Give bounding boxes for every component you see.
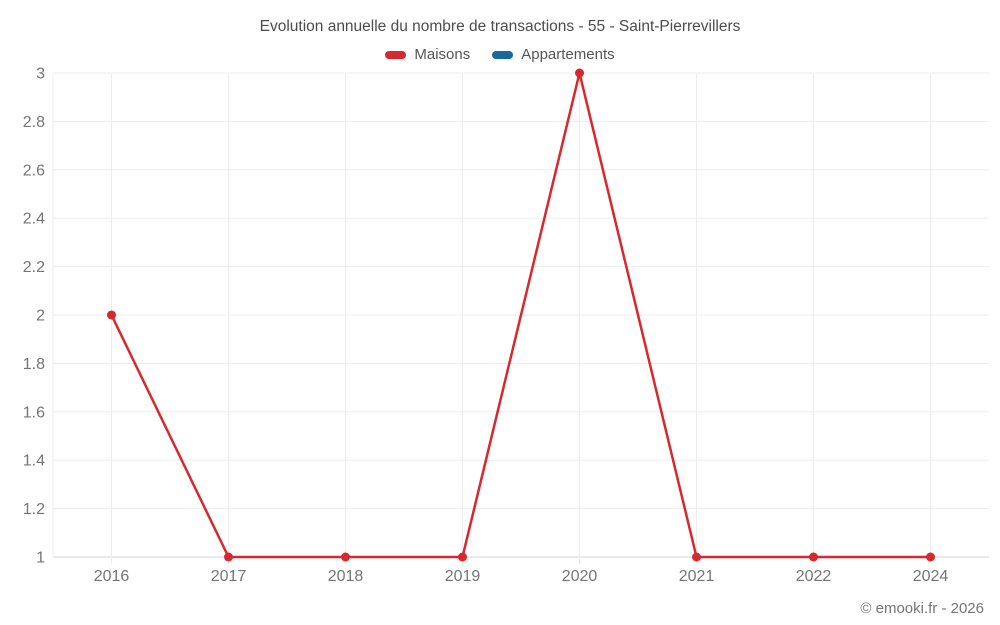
data-point[interactable] (692, 552, 701, 562)
x-tick-label: 2021 (679, 568, 715, 585)
legend-swatch-appartements (492, 50, 514, 59)
x-tick-label: 2024 (913, 568, 949, 585)
x-tick-label: 2016 (94, 568, 130, 585)
legend-item-appartements[interactable]: Appartements (492, 46, 615, 63)
data-point[interactable] (458, 552, 467, 562)
legend-item-maisons[interactable]: Maisons (385, 46, 470, 63)
x-tick-label: 2020 (562, 568, 598, 585)
y-tick-label: 3 (36, 66, 45, 83)
legend-label: Appartements (521, 46, 615, 63)
data-point[interactable] (224, 552, 233, 562)
y-tick-label: 2 (36, 308, 45, 325)
data-point[interactable] (107, 310, 116, 320)
y-tick-label: 2.6 (23, 162, 45, 179)
y-tick-label: 1.2 (23, 501, 45, 518)
y-tick-label: 1.8 (23, 356, 45, 373)
y-tick-label: 1.4 (23, 453, 45, 470)
y-tick-label: 2.8 (23, 114, 45, 131)
y-tick-label: 2.4 (23, 211, 45, 228)
data-point[interactable] (575, 68, 584, 78)
data-point[interactable] (809, 552, 818, 562)
copyright-text: © emooki.fr - 2026 (860, 600, 984, 617)
y-tick-label: 1.6 (23, 404, 45, 421)
legend-label: Maisons (414, 46, 471, 63)
series-line-maisons (110, 71, 932, 559)
x-tick-label: 2022 (796, 568, 832, 585)
y-tick-label: 1 (36, 550, 45, 567)
chart-title: Evolution annuelle du nombre de transact… (259, 18, 741, 35)
y-tick-label: 2.2 (23, 259, 45, 276)
x-tick-label: 2018 (328, 568, 364, 585)
legend-swatch-maisons (385, 50, 407, 59)
x-tick-label: 2019 (445, 568, 481, 585)
x-tick-label: 2017 (211, 568, 247, 585)
data-point[interactable] (926, 552, 935, 562)
data-point[interactable] (341, 552, 350, 562)
chart-legend: Maisons Appartements (0, 46, 1000, 63)
